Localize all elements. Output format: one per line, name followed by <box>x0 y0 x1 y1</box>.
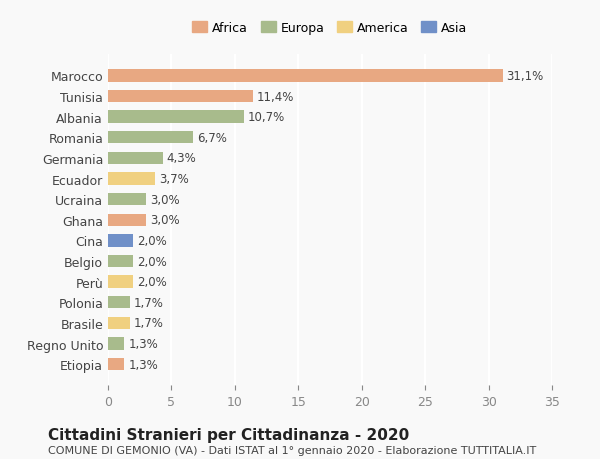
Text: 31,1%: 31,1% <box>506 70 544 83</box>
Bar <box>108 317 130 330</box>
Text: 1,7%: 1,7% <box>133 317 163 330</box>
Bar <box>108 235 133 247</box>
Bar <box>108 132 193 144</box>
Bar <box>108 91 253 103</box>
Text: 11,4%: 11,4% <box>256 90 294 103</box>
Text: 1,3%: 1,3% <box>128 337 158 350</box>
Text: 3,0%: 3,0% <box>150 214 179 227</box>
Bar <box>108 255 133 268</box>
Text: 3,7%: 3,7% <box>159 173 188 185</box>
Text: 6,7%: 6,7% <box>197 132 227 145</box>
Text: 1,7%: 1,7% <box>133 296 163 309</box>
Bar <box>108 173 155 185</box>
Text: 1,3%: 1,3% <box>128 358 158 371</box>
Text: 2,0%: 2,0% <box>137 255 167 268</box>
Bar <box>108 276 133 288</box>
Text: COMUNE DI GEMONIO (VA) - Dati ISTAT al 1° gennaio 2020 - Elaborazione TUTTITALIA: COMUNE DI GEMONIO (VA) - Dati ISTAT al 1… <box>48 445 536 455</box>
Text: 2,0%: 2,0% <box>137 235 167 247</box>
Bar <box>108 111 244 123</box>
Bar <box>108 194 146 206</box>
Bar <box>108 70 503 83</box>
Text: 2,0%: 2,0% <box>137 275 167 289</box>
Bar <box>108 214 146 226</box>
Bar <box>108 358 124 370</box>
Text: 3,0%: 3,0% <box>150 193 179 206</box>
Text: Cittadini Stranieri per Cittadinanza - 2020: Cittadini Stranieri per Cittadinanza - 2… <box>48 427 409 442</box>
Legend: Africa, Europa, America, Asia: Africa, Europa, America, Asia <box>188 18 472 39</box>
Text: 10,7%: 10,7% <box>248 111 285 124</box>
Bar <box>108 152 163 165</box>
Bar <box>108 338 124 350</box>
Bar <box>108 297 130 309</box>
Text: 4,3%: 4,3% <box>166 152 196 165</box>
